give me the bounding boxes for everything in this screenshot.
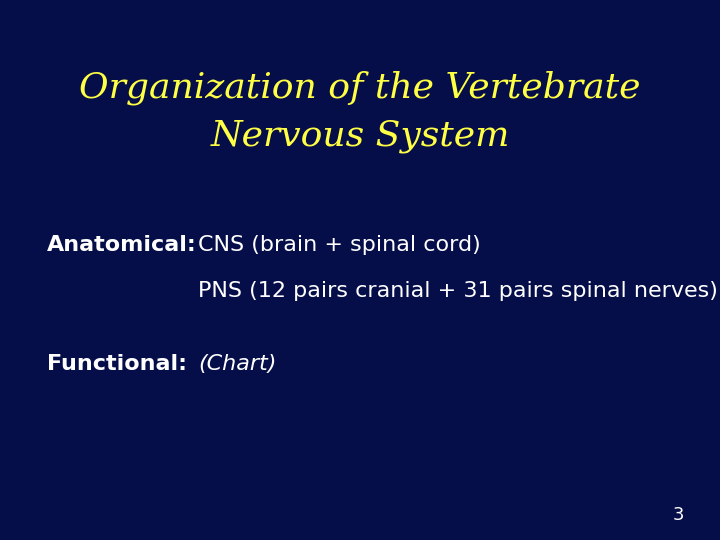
Text: Organization of the Vertebrate
Nervous System: Organization of the Vertebrate Nervous S… bbox=[79, 70, 641, 153]
Text: (Chart): (Chart) bbox=[198, 354, 276, 374]
Text: PNS (12 pairs cranial + 31 pairs spinal nerves): PNS (12 pairs cranial + 31 pairs spinal … bbox=[198, 281, 718, 301]
Text: Anatomical:: Anatomical: bbox=[47, 235, 197, 255]
Text: CNS (brain + spinal cord): CNS (brain + spinal cord) bbox=[198, 235, 481, 255]
Text: Functional:: Functional: bbox=[47, 354, 186, 374]
Text: 3: 3 bbox=[672, 506, 684, 524]
